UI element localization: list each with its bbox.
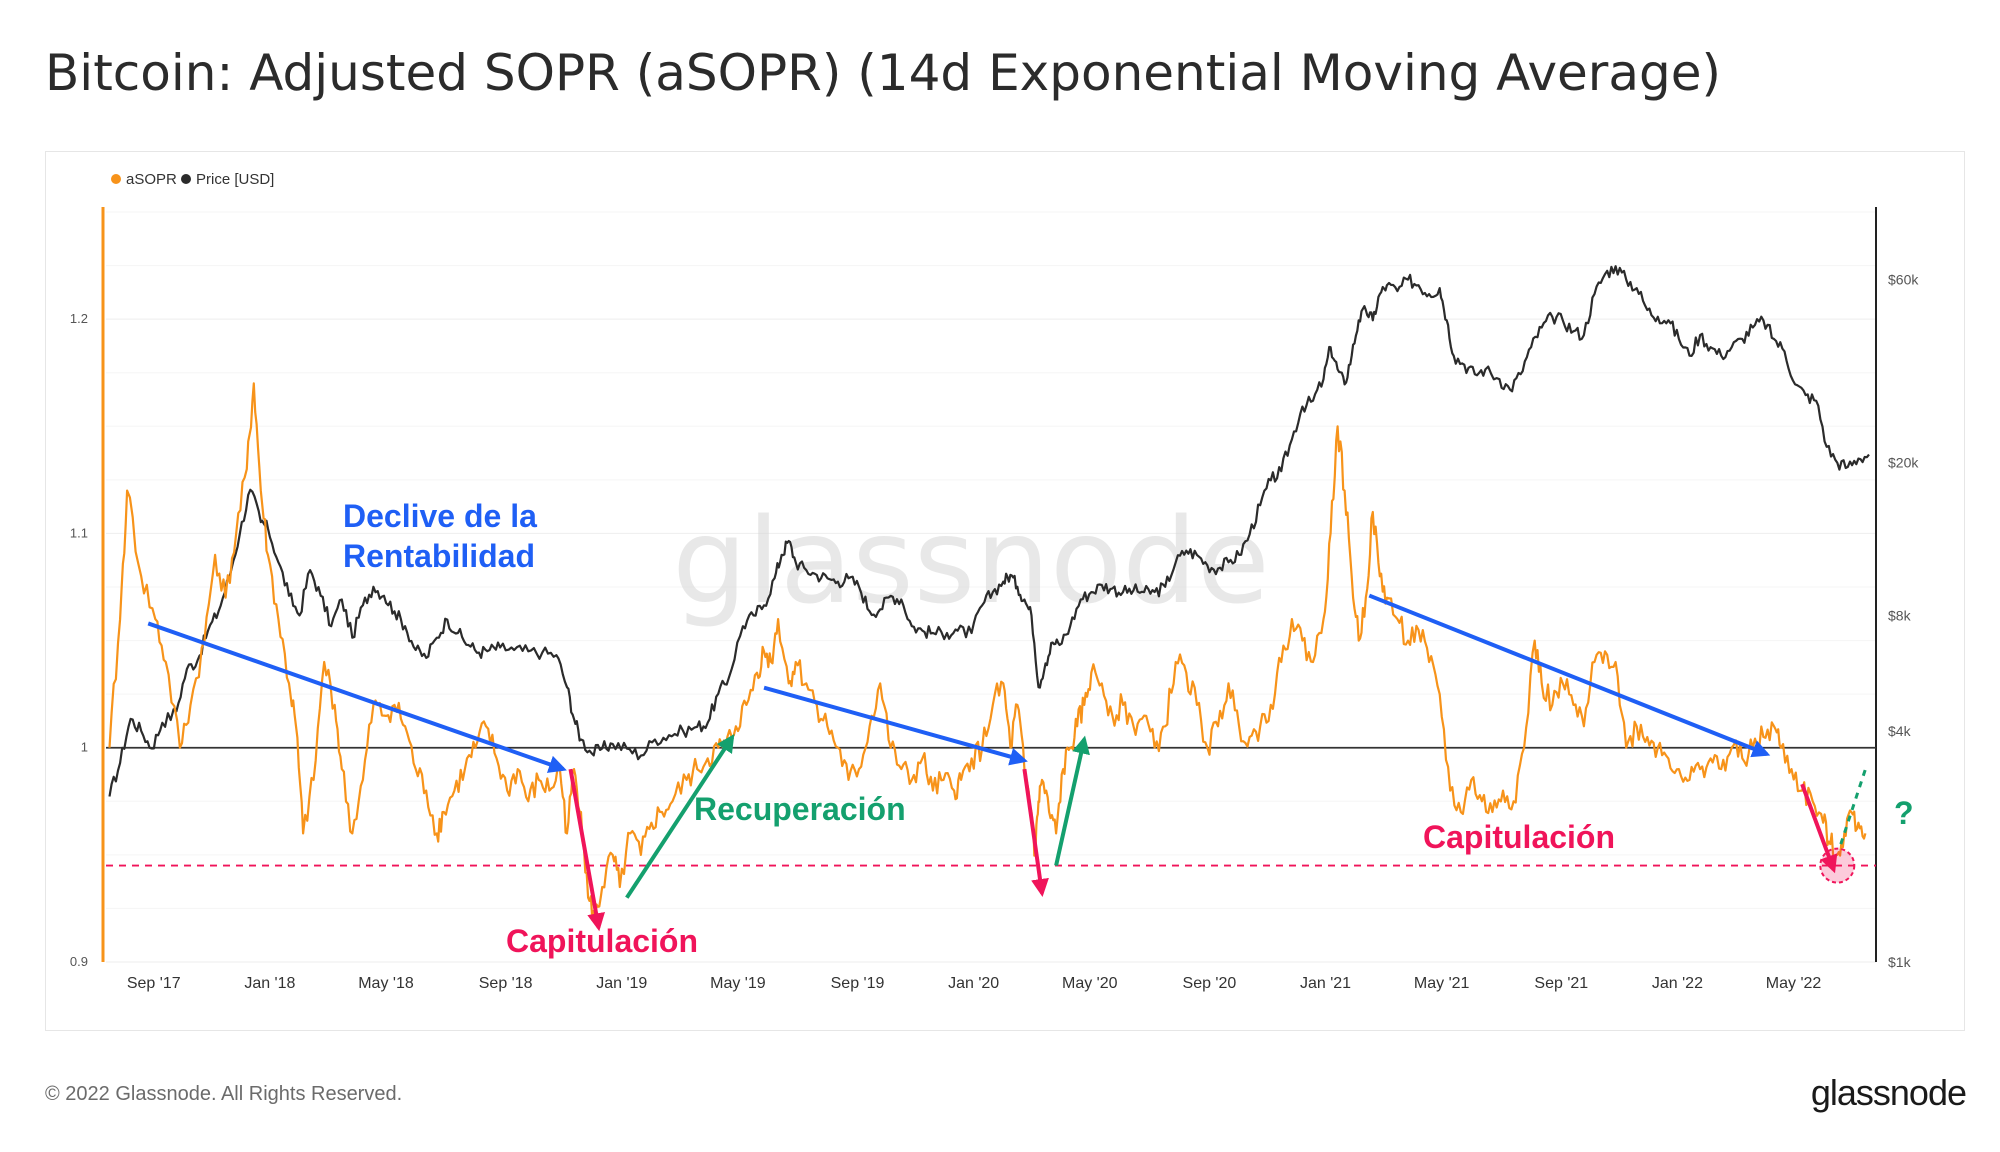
- annotation-text: Recuperación: [694, 791, 906, 827]
- x-tick-label: Jan '18: [244, 975, 295, 992]
- annotation-text: ?: [1894, 795, 1914, 831]
- legend: aSOPR Price [USD]: [111, 171, 274, 188]
- series-line-price: [108, 265, 1870, 797]
- page-title: Bitcoin: Adjusted SOPR (aSOPR) (14d Expo…: [45, 44, 1722, 102]
- annotation-label-recuperacion: Recuperación: [694, 791, 906, 827]
- annotation-arrow-green: [1839, 768, 1867, 845]
- y-right-tick-label: $1k: [1888, 954, 1912, 970]
- y-right-tick-label: $20k: [1888, 455, 1919, 471]
- capitulation-highlight-circle: [1819, 847, 1856, 884]
- watermark-text: glassnode: [672, 492, 1269, 630]
- annotation-arrow-blue: [1368, 593, 1771, 758]
- annotation-arrow-pink: [1022, 768, 1049, 897]
- annotation-arrow-blue: [763, 685, 1028, 766]
- annotation-label-capitulacion-1: Capitulación: [506, 923, 698, 959]
- x-tick-label: May '22: [1766, 975, 1822, 992]
- annotation-label-question: ?: [1894, 795, 1914, 831]
- annotation-text: Capitulación: [506, 923, 698, 959]
- legend-label: aSOPR: [126, 171, 177, 188]
- annotation-arrow-pink: [1800, 783, 1838, 874]
- x-tick-label: Sep '21: [1534, 975, 1588, 992]
- y-right-tick-label: $8k: [1888, 607, 1912, 623]
- legend-marker-price: [181, 174, 191, 184]
- y-right-tick-label: $4k: [1888, 723, 1912, 739]
- y-left-tick-label: 1.2: [70, 311, 88, 326]
- annotation-arrow-green: [625, 733, 735, 899]
- y-left-tick-label: 0.9: [70, 954, 88, 969]
- x-tick-label: Jan '20: [948, 975, 999, 992]
- asopr-price-chart: glassnode 0.9 1 1.1 1.2 $1k $4k $8k $20k $60k Sep …: [70, 171, 1919, 992]
- y-left-tick-label: 1: [81, 740, 88, 755]
- x-tick-label: Sep '20: [1183, 975, 1237, 992]
- chart-panel: glassnode 0.9 1 1.1 1.2 $1k $4k $8k $20k $60k Sep …: [45, 151, 1965, 1031]
- annotation-text: Capitulación: [1423, 819, 1615, 855]
- annotation-arrow-green: [1054, 735, 1090, 867]
- annotation-label-declive: Declive de la Rentabilidad: [343, 498, 537, 574]
- x-tick-label: Sep '18: [479, 975, 533, 992]
- y-right-tick-label: $60k: [1888, 272, 1919, 288]
- series-line-asopr: [108, 382, 1867, 922]
- x-tick-label: Jan '19: [596, 975, 647, 992]
- x-tick-label: Sep '17: [127, 975, 181, 992]
- footer-copyright: © 2022 Glassnode. All Rights Reserved.: [45, 1083, 403, 1105]
- x-tick-label: Jan '21: [1300, 975, 1351, 992]
- annotation-label-capitulacion-2: Capitulación: [1423, 819, 1615, 855]
- y-left-tick-label: 1.1: [70, 525, 88, 540]
- annotation-arrow-blue: [147, 621, 567, 773]
- annotation-text: Declive de la: [343, 498, 537, 534]
- legend-marker-asopr: [111, 174, 121, 184]
- x-tick-label: May '20: [1062, 975, 1118, 992]
- glassnode-logo: glassnode: [1810, 1072, 1967, 1113]
- annotation-arrow-pink: [568, 768, 605, 932]
- x-tick-label: May '21: [1414, 975, 1470, 992]
- x-tick-label: May '19: [710, 975, 766, 992]
- x-tick-label: May '18: [358, 975, 414, 992]
- x-tick-label: Jan '22: [1652, 975, 1703, 992]
- x-tick-label: Sep '19: [831, 975, 885, 992]
- legend-label: Price [USD]: [196, 171, 274, 188]
- annotation-text: Rentabilidad: [343, 538, 535, 574]
